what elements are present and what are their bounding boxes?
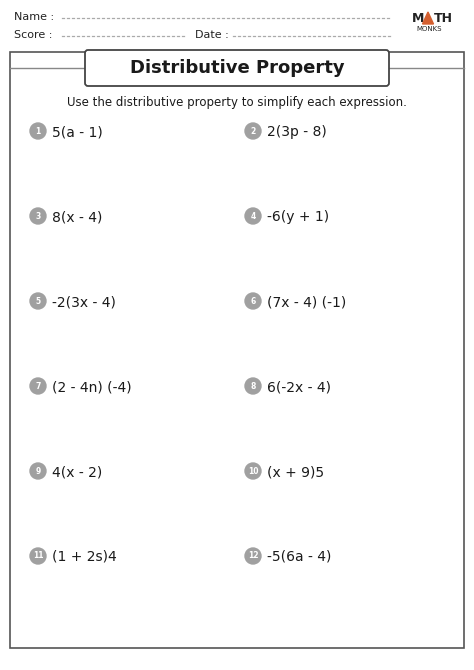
Text: (7x - 4) (-1): (7x - 4) (-1) (267, 295, 346, 309)
FancyBboxPatch shape (10, 52, 464, 648)
Text: Use the distributive property to simplify each expression.: Use the distributive property to simplif… (67, 96, 407, 109)
Text: -2(3x - 4): -2(3x - 4) (52, 295, 116, 309)
Text: Name :: Name : (14, 12, 54, 22)
Text: (1 + 2s)4: (1 + 2s)4 (52, 550, 117, 564)
Text: 3: 3 (36, 212, 41, 220)
Text: 12: 12 (248, 551, 258, 561)
Text: 10: 10 (248, 466, 258, 476)
Circle shape (245, 378, 261, 394)
Text: 9: 9 (36, 466, 41, 476)
Text: 4(x - 2): 4(x - 2) (52, 465, 102, 479)
Text: 8(x - 4): 8(x - 4) (52, 210, 102, 224)
Circle shape (30, 463, 46, 479)
Circle shape (30, 378, 46, 394)
Circle shape (245, 208, 261, 224)
Text: 2: 2 (250, 127, 255, 135)
Text: Distributive Property: Distributive Property (130, 59, 344, 77)
Text: (2 - 4n) (-4): (2 - 4n) (-4) (52, 380, 132, 394)
Text: 5: 5 (36, 297, 41, 306)
Circle shape (30, 548, 46, 564)
Text: -6(y + 1): -6(y + 1) (267, 210, 329, 224)
Text: 4: 4 (250, 212, 255, 220)
Text: 7: 7 (35, 381, 41, 391)
Text: 1: 1 (36, 127, 41, 135)
Text: (x + 9)5: (x + 9)5 (267, 465, 324, 479)
Text: 2(3p - 8): 2(3p - 8) (267, 125, 327, 139)
Text: 6(-2x - 4): 6(-2x - 4) (267, 380, 331, 394)
Circle shape (245, 463, 261, 479)
FancyBboxPatch shape (85, 50, 389, 86)
Polygon shape (422, 12, 434, 24)
Circle shape (245, 548, 261, 564)
Circle shape (30, 123, 46, 139)
Text: 11: 11 (33, 551, 43, 561)
Text: 5(a - 1): 5(a - 1) (52, 125, 103, 139)
Circle shape (245, 123, 261, 139)
Text: M: M (412, 12, 424, 25)
Text: Score :: Score : (14, 30, 52, 40)
Text: -5(6a - 4): -5(6a - 4) (267, 550, 331, 564)
Text: 8: 8 (250, 381, 255, 391)
Circle shape (30, 208, 46, 224)
Circle shape (245, 293, 261, 309)
Circle shape (30, 293, 46, 309)
Text: Date :: Date : (195, 30, 229, 40)
Text: MONKS: MONKS (416, 26, 441, 32)
Text: TH: TH (434, 12, 453, 25)
Text: 6: 6 (250, 297, 255, 306)
